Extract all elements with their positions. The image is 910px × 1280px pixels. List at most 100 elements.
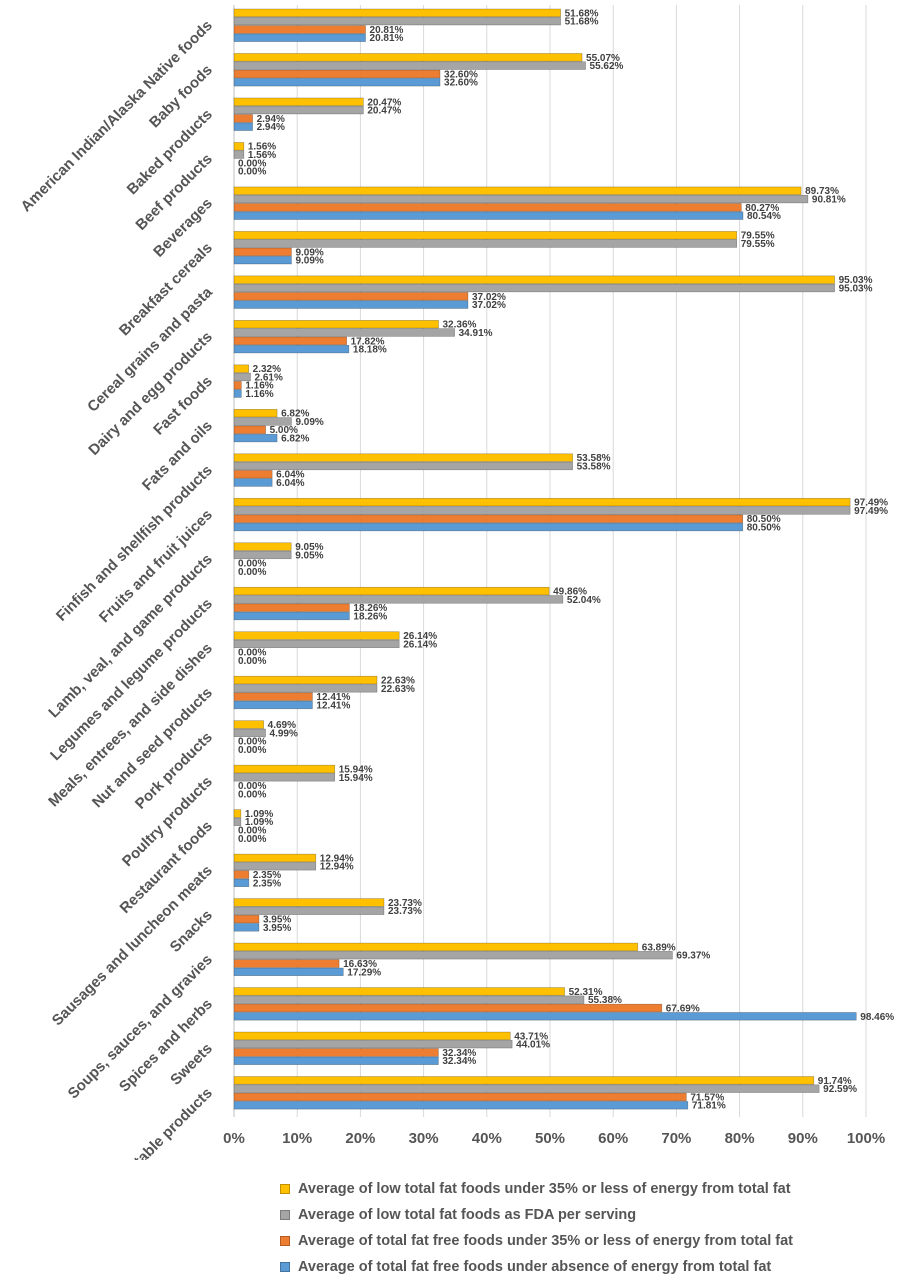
bar [233, 853, 317, 863]
bar [233, 344, 350, 354]
legend-swatch-series-2 [280, 1210, 290, 1220]
data-label: 2.61% [254, 372, 282, 383]
bar [233, 611, 350, 621]
bar [233, 1056, 439, 1065]
data-label: 97.49% [854, 498, 888, 509]
data-label: 6.04% [276, 470, 304, 481]
bar [233, 862, 317, 871]
legend-swatch-series-3 [280, 1236, 290, 1246]
category-label: Pork products [132, 729, 216, 813]
bar [233, 478, 273, 487]
category-label: Legumes and legume products [47, 595, 216, 764]
data-label: 9.09% [295, 256, 323, 267]
x-tick-label: 90% [788, 1130, 818, 1147]
data-label: 1.56% [248, 150, 276, 161]
bar [233, 194, 809, 204]
x-tick-label: 70% [661, 1130, 691, 1147]
legend-item-series-1: Average of low total fat foods under 35%… [280, 1176, 900, 1202]
data-label: 20.81% [370, 25, 404, 36]
data-label: 15.94% [339, 764, 373, 775]
data-label: 1.56% [248, 142, 276, 153]
data-label: 1.09% [245, 809, 273, 820]
data-label: 18.26% [353, 611, 387, 622]
category-label: Beef products [132, 150, 215, 233]
data-label: 12.41% [316, 692, 350, 703]
bar [233, 283, 835, 293]
data-label: 49.86% [553, 587, 587, 598]
bar [233, 700, 313, 710]
bar [233, 105, 364, 115]
data-label: 26.14% [403, 639, 437, 650]
x-tick-label: 50% [535, 1130, 565, 1147]
data-label: 2.32% [253, 364, 281, 375]
bar [233, 142, 245, 151]
bar [233, 522, 744, 532]
category-label: Finfish and shellfish products [53, 462, 216, 625]
x-tick-label: 20% [345, 1130, 375, 1147]
bar [233, 389, 242, 398]
bar [233, 470, 273, 479]
bar-chart: 51.68%51.68% 20.81%20.81% 55.07%55.62% 32.6… [18, 5, 894, 1160]
category-label: Vegetables and vegetable products [26, 1085, 215, 1160]
data-label: 95.03% [839, 275, 873, 286]
bar [233, 603, 350, 612]
bar [233, 409, 278, 418]
legend-label-series-2: Average of low total fat foods as FDA pe… [298, 1207, 637, 1223]
bar [233, 255, 292, 265]
bar [233, 203, 742, 212]
data-label: 0.00% [238, 167, 266, 178]
data-label: 71.57% [690, 1092, 724, 1103]
data-label: 69.37% [676, 951, 710, 962]
data-label: 22.63% [381, 676, 415, 687]
data-label: 0.00% [238, 781, 266, 792]
data-label: 55.07% [586, 53, 620, 64]
data-label: 2.94% [257, 114, 285, 125]
data-label: 43.71% [514, 1031, 548, 1042]
bar [233, 78, 441, 87]
bar [233, 987, 565, 996]
data-label: 0.00% [238, 648, 266, 659]
bar [233, 275, 835, 284]
bar [233, 239, 738, 248]
data-label: 90.81% [812, 195, 846, 206]
bar [233, 417, 292, 426]
category-labels: American Indian/Alaska Native foodsBaby … [18, 17, 217, 1160]
data-label: 17.82% [351, 336, 385, 347]
legend-label-series-3: Average of total fat free foods under 35… [298, 1233, 793, 1249]
legend-item-series-4: Average of total fat free foods under ab… [280, 1254, 900, 1280]
data-label: 0.00% [238, 834, 266, 845]
bar [233, 231, 738, 240]
x-tick-label: 10% [282, 1130, 312, 1147]
legend-label-series-4: Average of total fat free foods under ab… [298, 1259, 772, 1275]
bar [233, 923, 260, 932]
data-label: 5.00% [270, 425, 298, 436]
bar [233, 878, 250, 888]
bar [233, 150, 245, 159]
bar [233, 550, 292, 560]
bar [233, 53, 583, 62]
bar [233, 764, 336, 774]
bar [233, 33, 366, 42]
bar [233, 951, 673, 960]
data-labels: 51.68%51.68% 20.81%20.81% 55.07%55.62% 32.6… [238, 8, 894, 1111]
bar [233, 336, 347, 345]
bar [233, 114, 253, 123]
category-label: Sausages and luncheon meats [49, 862, 216, 1029]
category-label: Lamb, veal, and game products [45, 551, 216, 722]
data-label: 80.54% [747, 211, 781, 222]
bar [233, 684, 378, 693]
data-label: 89.73% [805, 186, 839, 197]
legend-item-series-3: Average of total fat free foods under 35… [280, 1228, 900, 1254]
bar [233, 372, 251, 382]
legend-swatch-series-1 [280, 1184, 290, 1194]
bar [233, 453, 573, 462]
bar [233, 995, 585, 1004]
bar [233, 773, 336, 782]
data-label: 22.63% [381, 684, 415, 695]
bar [233, 381, 242, 390]
data-label: 26.14% [403, 631, 437, 642]
bar [233, 817, 242, 826]
data-label: 97.49% [854, 506, 888, 517]
x-tick-label: 60% [598, 1130, 628, 1147]
data-label: 0.00% [238, 789, 266, 800]
